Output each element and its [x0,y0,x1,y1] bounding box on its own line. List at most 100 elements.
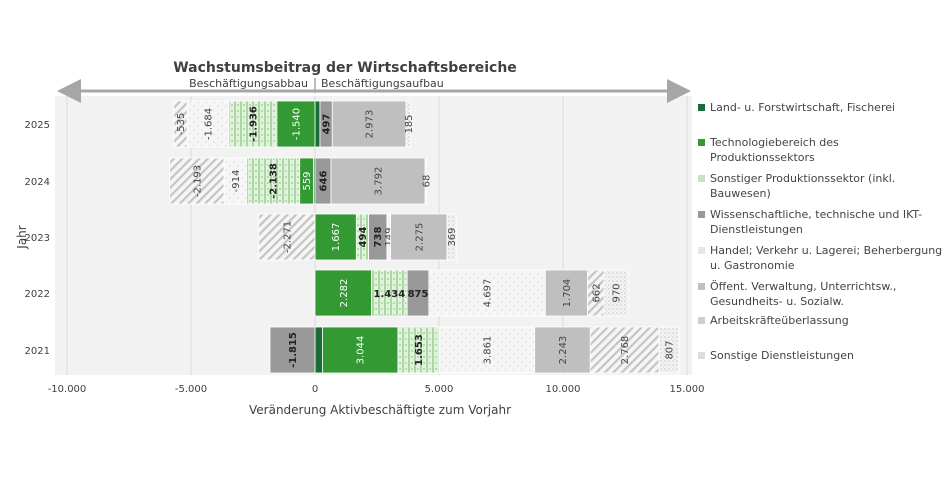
data-label: -914 [231,170,242,193]
y-tick-label: 2022 [25,289,50,300]
legend-item: Sonstige Dienstleistungen [698,348,854,363]
x-tick-label: -10.000 [48,384,87,395]
data-label: 738 [373,227,384,248]
legend-swatch-icon [698,175,705,182]
data-label: 3.044 [356,336,367,365]
x-tick-label: 0 [312,384,318,395]
x-tick-label: 5.000 [425,384,454,395]
y-tick-label: 2021 [25,346,50,357]
bar-segment [314,326,323,374]
data-label: 2.282 [339,279,350,308]
data-label: 2.973 [365,110,376,139]
bar-segment [424,157,428,205]
data-label: 2.243 [558,336,569,365]
legend-swatch-icon [698,104,705,111]
legend-label: Arbeitskräfteüberlassung [710,314,849,327]
data-label: -1.540 [291,108,302,140]
bar-segment [390,213,448,261]
bar-segment [544,269,589,317]
bar-segment [322,326,399,374]
legend-swatch-icon [698,352,705,359]
data-label: 807 [664,340,675,359]
data-label: -2.271 [282,221,293,253]
bar-segment [438,326,536,374]
bar-segment [589,326,660,374]
legend-swatch-icon [698,283,705,290]
data-label: 970 [612,283,623,302]
legend-swatch-icon [698,139,705,146]
legend-item: Arbeitskräfteüberlassung [698,313,849,328]
arrow-left-label: Beschäftigungsabbau [189,77,308,90]
data-label: 662 [591,283,602,302]
bar-segment [658,326,680,374]
legend-item: Wissenschaftliche, technische und IKT-Di… [698,207,943,237]
data-label: -1.815 [288,332,299,368]
data-label: 3.792 [374,167,385,196]
data-label: -1.684 [203,108,214,140]
legend-item: Öffent. Verwaltung, Unterrichtsw., Gesun… [698,279,943,309]
y-tick-label: 2024 [25,177,50,188]
arrow-right-label: Beschäftigungsaufbau [321,77,444,90]
data-label: -535 [176,113,187,136]
data-label: 4.697 [483,279,494,308]
legend-item: Sonstiger Produktionssektor (inkl. Bauwe… [698,171,943,201]
bar-segment [314,213,357,261]
bar-segment [397,326,440,374]
bar-segment [169,157,225,205]
x-tick-label: 15.000 [670,384,705,395]
bar-segment [258,213,316,261]
bar-segment [603,269,629,317]
data-label: 646 [319,171,330,192]
legend-label: Sonstiger Produktionssektor (inkl. Bauwe… [710,172,896,200]
data-label: 185 [404,114,415,133]
legend-item: Technologiebereich des Produktionssektor… [698,135,943,165]
data-label: 494 [358,227,369,248]
data-label: 2.768 [620,336,631,365]
data-label: 1.667 [331,223,342,252]
legend-swatch-icon [698,247,705,254]
legend-item: Land- u. Forstwirtschaft, Fischerei [698,100,895,115]
data-label: 2.275 [414,223,425,252]
legend-label: Sonstige Dienstleistungen [710,349,854,362]
x-tick-label: 10.000 [546,384,581,395]
data-label: -1.936 [248,106,259,142]
bar-segment [534,326,591,374]
data-label: 1.704 [562,279,573,308]
bar-segment [371,269,408,317]
legend-swatch-icon [698,317,705,324]
x-tick-label: -5.000 [175,384,207,395]
legend-label: Technologiebereich des Produktionssektor… [710,136,839,164]
data-label: 1.434 [374,289,406,300]
bar-segment [314,269,372,317]
legend-label: Öffent. Verwaltung, Unterrichtsw., Gesun… [710,280,897,308]
legend-label: Handel; Verkehr u. Lagerei; Beherbergung… [710,244,943,272]
y-tick-label: 2023 [25,233,50,244]
data-label: 369 [447,227,458,246]
bar-segment [428,269,546,317]
data-label: -2.193 [192,165,203,197]
bar-segment [246,157,301,205]
y-axis-title: Jahr [15,225,29,249]
legend-label: Land- u. Forstwirtschaft, Fischerei [710,101,896,114]
data-label: 559 [302,171,313,190]
x-axis-title: Veränderung Aktivbeschäftigte zum Vorjah… [249,403,511,417]
y-tick-label: 2025 [25,120,50,131]
data-label: 3.861 [482,336,493,365]
legend-label: Wissenschaftliche, technische und IKT-Di… [710,208,923,236]
bar-segment [314,100,321,148]
bar-segment [330,157,426,205]
data-label: 1.653 [414,334,425,366]
data-label: 68 [421,175,432,188]
bar-segment [276,100,316,148]
data-label: 149 [384,227,395,246]
data-label: -2.138 [269,163,280,199]
chart-title: Wachstumsbeitrag der Wirtschaftsbereiche [173,60,517,76]
data-label: 497 [322,114,333,135]
data-label: 875 [408,289,429,300]
bar-segment [269,326,316,374]
legend-item: Handel; Verkehr u. Lagerei; Beherbergung… [698,243,943,273]
legend-swatch-icon [698,211,705,218]
bar-segment [446,213,457,261]
